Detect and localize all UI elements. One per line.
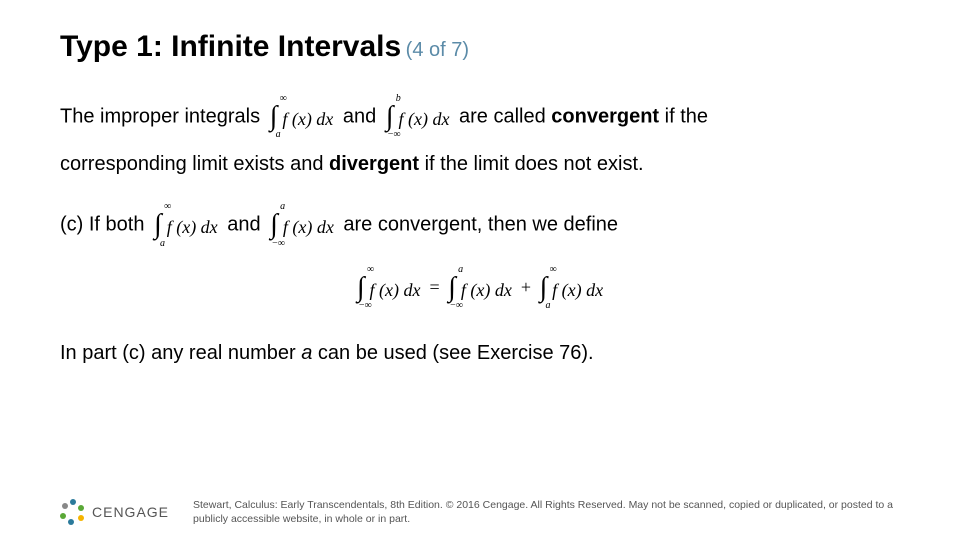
plus: + — [521, 277, 536, 297]
logo-dot — [68, 519, 74, 525]
paragraph-1: The improper integrals ∫ ∞ a f (x) dx an… — [60, 92, 900, 142]
var-a: a — [301, 342, 312, 364]
slide-title: Type 1: Infinite Intervals (4 of 7) — [60, 30, 900, 64]
upper-limit: b — [396, 90, 401, 108]
integral-sign: ∫ ∞ a — [539, 263, 547, 313]
text: In part (c) any real number — [60, 342, 301, 364]
lower-limit: −∞ — [272, 235, 285, 253]
paragraph-4: In part (c) any real number a can be use… — [60, 335, 900, 371]
upper-limit: ∞ — [367, 261, 374, 279]
integral-sign: ∫ a −∞ — [270, 200, 278, 250]
integrand: f (x) dx — [461, 280, 512, 300]
title-main: Type 1: Infinite Intervals — [60, 30, 401, 63]
logo-icon — [60, 499, 86, 525]
integrand: f (x) dx — [398, 109, 449, 129]
upper-limit: ∞ — [164, 198, 171, 216]
integral-sign: ∫ b −∞ — [386, 92, 394, 142]
logo-dot — [62, 503, 68, 509]
lower-limit: −∞ — [450, 297, 463, 315]
logo-dot — [70, 499, 76, 505]
lower-limit: −∞ — [359, 297, 372, 315]
body-content: The improper integrals ∫ ∞ a f (x) dx an… — [60, 92, 900, 371]
text: (c) If both — [60, 214, 150, 236]
text: are convergent, then we define — [343, 214, 618, 236]
paragraph-2: corresponding limit exists and divergent… — [60, 146, 900, 182]
and-text: and — [227, 214, 266, 236]
equation-display: ∫ ∞ −∞ f (x) dx = ∫ a −∞ f (x) dx + ∫ — [60, 263, 900, 313]
integral-sign: ∫ ∞ a — [154, 200, 162, 250]
integral-a-to-inf-2: ∫ ∞ a f (x) dx — [154, 200, 218, 250]
integrand: f (x) dx — [283, 217, 334, 237]
lower-limit: a — [545, 297, 550, 315]
upper-limit: ∞ — [549, 261, 556, 279]
equals: = — [430, 277, 445, 297]
integral-sign: ∫ ∞ a — [270, 92, 278, 142]
slide: Type 1: Infinite Intervals (4 of 7) The … — [0, 0, 960, 540]
cengage-logo: CENGAGE — [60, 499, 169, 525]
integral-neginf-to-inf: ∫ ∞ −∞ f (x) dx — [357, 263, 421, 313]
convergent-word: convergent — [551, 105, 659, 127]
integral-sign: ∫ ∞ −∞ — [357, 263, 365, 313]
text: can be used (see Exercise 76). — [312, 342, 593, 364]
paragraph-3: (c) If both ∫ ∞ a f (x) dx and ∫ a −∞ f … — [60, 200, 900, 250]
upper-limit: a — [458, 261, 463, 279]
footer: CENGAGE Stewart, Calculus: Early Transce… — [60, 498, 920, 526]
text: corresponding limit exists and — [60, 153, 329, 175]
lower-limit: a — [160, 235, 165, 253]
divergent-word: divergent — [329, 153, 419, 175]
text: if the — [665, 105, 708, 127]
integrand: f (x) dx — [552, 280, 603, 300]
upper-limit: ∞ — [280, 90, 287, 108]
lower-limit: −∞ — [388, 126, 401, 144]
integral-a-to-inf-rhs: ∫ ∞ a f (x) dx — [539, 263, 603, 313]
integral-neginf-to-a: ∫ a −∞ f (x) dx — [270, 200, 334, 250]
logo-dot — [78, 505, 84, 511]
integrand: f (x) dx — [370, 280, 421, 300]
text: The improper integrals — [60, 105, 266, 127]
text: if the limit does not exist. — [425, 153, 644, 175]
integral-neginf-to-a-rhs: ∫ a −∞ f (x) dx — [448, 263, 512, 313]
integral-sign: ∫ a −∞ — [448, 263, 456, 313]
lower-limit: a — [276, 126, 281, 144]
copyright-text: Stewart, Calculus: Early Transcendentals… — [193, 498, 920, 526]
logo-dot — [78, 515, 84, 521]
title-sub: (4 of 7) — [406, 39, 469, 61]
integral-a-to-inf: ∫ ∞ a f (x) dx — [270, 92, 334, 142]
logo-dot — [60, 513, 66, 519]
text: are called — [459, 105, 551, 127]
and-text: and — [343, 105, 382, 127]
integral-neginf-to-b: ∫ b −∞ f (x) dx — [386, 92, 450, 142]
integrand: f (x) dx — [167, 217, 218, 237]
upper-limit: a — [280, 198, 285, 216]
logo-text: CENGAGE — [92, 504, 169, 520]
integrand: f (x) dx — [282, 109, 333, 129]
